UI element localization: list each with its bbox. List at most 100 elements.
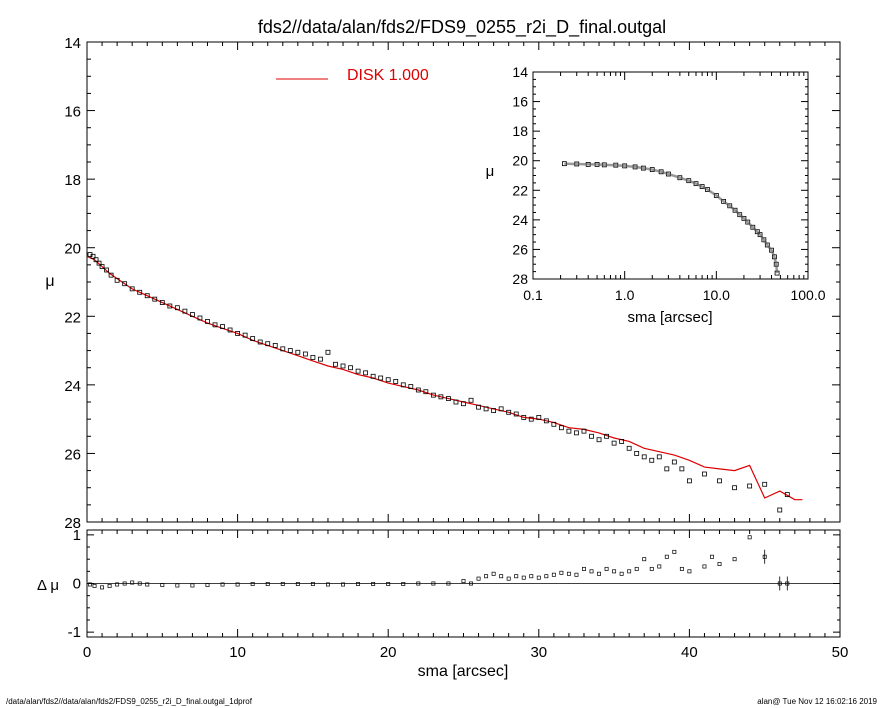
residual-data-point xyxy=(250,582,255,586)
legend-label: DISK 1.000 xyxy=(347,67,429,84)
main-data-point xyxy=(438,394,444,400)
inset-data-point xyxy=(745,219,751,225)
residual-data-point xyxy=(747,535,752,540)
main-data-point xyxy=(641,454,647,460)
main-data-point xyxy=(93,257,99,263)
residual-data-point xyxy=(115,582,120,587)
residual-data-point xyxy=(107,583,112,588)
residual-data-point xyxy=(672,549,677,554)
main-data-point xyxy=(634,451,640,456)
residual-data-point xyxy=(604,566,609,571)
residual-data-point xyxy=(702,564,707,569)
main-data-point xyxy=(197,315,203,321)
main-data-point xyxy=(513,411,519,417)
x-tick-label: 0 xyxy=(83,644,91,661)
residual-data-point xyxy=(491,571,496,576)
main-data-point xyxy=(483,406,489,412)
main-data-series xyxy=(87,252,790,513)
residual-data-point xyxy=(732,557,737,562)
inset-data-point xyxy=(750,224,756,230)
residual-data-point xyxy=(416,581,421,586)
residual-data-point xyxy=(506,576,511,581)
residual-data-point xyxy=(461,579,466,584)
main-data-point xyxy=(574,430,579,436)
main-data-point xyxy=(543,418,549,424)
x-tick-label: 50 xyxy=(832,644,849,661)
residual-data-point xyxy=(310,582,315,586)
residual-data-point xyxy=(717,562,722,566)
residual-data-point xyxy=(265,582,270,586)
x-tick-label: 30 xyxy=(530,644,547,661)
main-data-point xyxy=(227,327,233,333)
main-data-point xyxy=(220,324,225,329)
main-data-point xyxy=(498,406,504,412)
residual-data-point xyxy=(597,571,601,576)
residual-data-point xyxy=(130,580,135,585)
main-data-point xyxy=(235,331,241,336)
inset-profile-trace xyxy=(564,162,779,274)
main-data-point xyxy=(310,355,316,360)
main-y-tick-label: 22 xyxy=(64,309,81,326)
residual-data-point xyxy=(431,581,436,586)
main-data-point xyxy=(521,415,527,420)
inset-x-tick-label: 10.0 xyxy=(703,287,730,303)
main-data-point xyxy=(174,305,180,311)
main-data-point xyxy=(566,428,572,434)
residual-data-point xyxy=(710,554,714,559)
residual-data-point xyxy=(589,569,594,574)
main-data-point xyxy=(611,440,617,446)
residual-data-point xyxy=(100,585,105,590)
residual-data-point xyxy=(88,582,92,587)
main-panel: 14 16 18 20 22 24 26 28 μ DISK 1.000 xyxy=(45,35,841,532)
inset-data-series xyxy=(561,161,780,276)
main-data-point xyxy=(190,312,195,317)
residual-data-point xyxy=(679,566,684,571)
residual-data-point xyxy=(627,569,632,574)
x-tick-label: 20 xyxy=(380,644,397,661)
residual-data-point xyxy=(205,583,210,587)
main-data-point xyxy=(318,356,323,362)
main-y-tick-label: 14 xyxy=(64,35,81,52)
main-data-point xyxy=(423,389,429,395)
residual-data-point xyxy=(687,569,692,574)
main-data-point xyxy=(732,485,737,491)
residual-data-point xyxy=(484,574,489,579)
main-data-point xyxy=(762,481,768,487)
main-data-point xyxy=(619,439,625,444)
main-data-point xyxy=(558,425,564,431)
residual-data-point xyxy=(371,582,376,586)
main-data-point xyxy=(287,348,293,353)
residual-data-point xyxy=(657,564,662,569)
residual-data-point xyxy=(536,575,541,580)
main-data-point xyxy=(461,401,466,407)
inset-y-tick-label: 16 xyxy=(512,94,528,110)
footer-file-path: /data/alan/fds2//data/alan/fds2/FDS9_025… xyxy=(6,697,252,706)
main-data-point xyxy=(415,387,421,393)
residual-data-point xyxy=(521,575,526,580)
main-data-point xyxy=(784,492,790,497)
residual-data-point xyxy=(92,583,97,588)
main-y-tick-label: 16 xyxy=(64,104,81,121)
main-data-point xyxy=(687,478,692,484)
inset-x-axis-label: sma [arcsec] xyxy=(627,309,712,326)
residual-data-point xyxy=(499,574,504,579)
main-data-point xyxy=(129,286,135,292)
residual-data-point xyxy=(469,581,473,586)
residual-data-point xyxy=(529,574,534,579)
main-data-point xyxy=(551,421,557,427)
main-data-point xyxy=(340,363,346,369)
disk-model-line xyxy=(86,255,803,501)
inset-data-point xyxy=(754,229,760,235)
residual-data-point xyxy=(122,581,127,586)
main-data-point xyxy=(122,281,128,287)
residual-data-point xyxy=(777,581,782,586)
residual-data-point xyxy=(582,566,586,571)
residual-data-point xyxy=(634,566,639,571)
residual-data-point xyxy=(566,571,571,576)
residual-data-point xyxy=(551,572,556,577)
main-data-point xyxy=(144,293,150,299)
main-y-tick-label: 24 xyxy=(64,378,81,395)
main-data-point xyxy=(90,253,96,259)
